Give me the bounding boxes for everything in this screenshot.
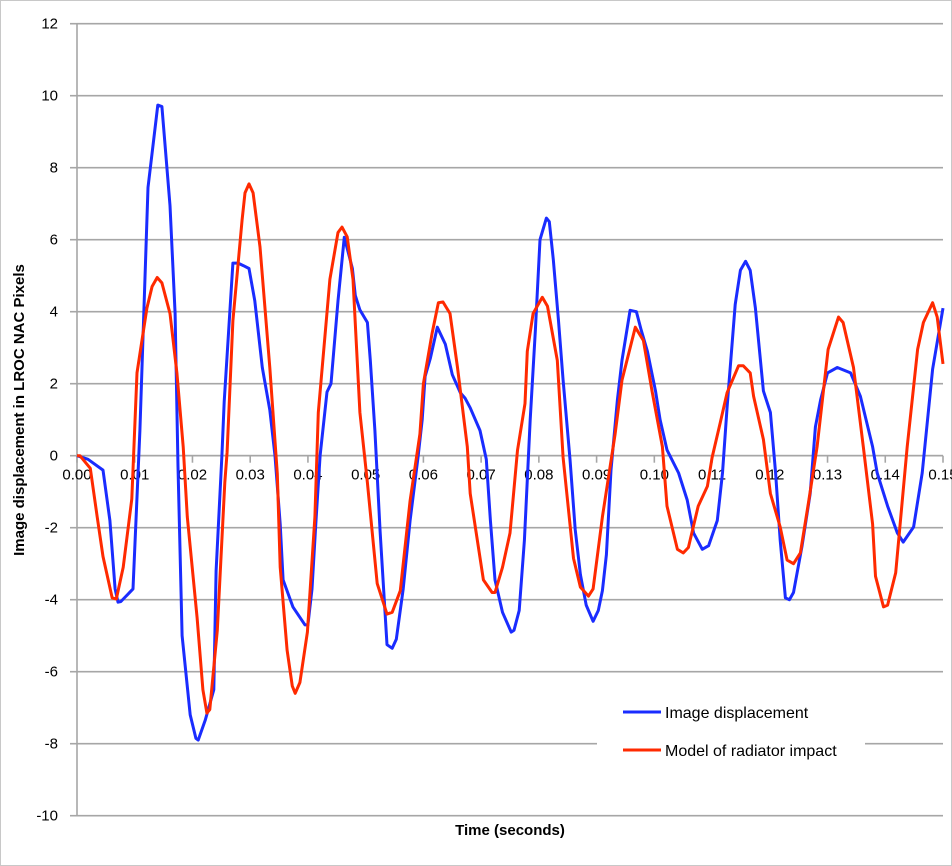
y-axis-ticks: -10 -8 -6 -4 -2 0 2 4 6 8 10 12	[36, 16, 78, 825]
x-tick-label: 0.02	[178, 467, 207, 484]
x-tick-label: 0.09	[582, 467, 611, 484]
x-tick-label: 0.15	[928, 467, 952, 484]
x-tick-label: 0.01	[120, 467, 149, 484]
y-tick-label: -2	[45, 520, 58, 537]
y-tick-label: -8	[45, 736, 58, 753]
y-tick-label: 8	[50, 160, 58, 177]
y-tick-label: -10	[36, 808, 58, 825]
y-tick-label: 2	[50, 376, 58, 393]
y-tick-label: 6	[50, 232, 58, 249]
x-tick-label: 0.11	[698, 467, 726, 484]
legend-label-model-radiator-impact: Model of radiator impact	[665, 743, 837, 760]
y-tick-label: 4	[50, 304, 58, 321]
series-line-image-displacement	[76, 103, 945, 742]
y-tick-label: 10	[41, 88, 58, 105]
legend-label-image-displacement: Image displacement	[665, 705, 809, 722]
y-axis-title: Image displacement in LROC NAC Pixels	[11, 264, 28, 556]
y-tick-label: -4	[45, 592, 58, 609]
x-tick-label: 0.00	[62, 467, 91, 484]
y-tick-label: 0	[50, 448, 58, 465]
legend-box	[597, 697, 865, 771]
x-tick-label: 0.13	[813, 467, 842, 484]
x-tick-label: 0.03	[236, 467, 265, 484]
series-line-model-radiator-impact	[77, 182, 945, 715]
series-lines	[76, 103, 945, 742]
x-tick-label: 0.10	[640, 467, 669, 484]
y-tick-label: 12	[41, 16, 58, 33]
x-tick-label: 0.08	[524, 467, 553, 484]
legend: Image displacement Model of radiator imp…	[597, 697, 865, 771]
x-axis-title: Time (seconds)	[455, 822, 565, 839]
y-tick-label: -6	[45, 664, 58, 681]
